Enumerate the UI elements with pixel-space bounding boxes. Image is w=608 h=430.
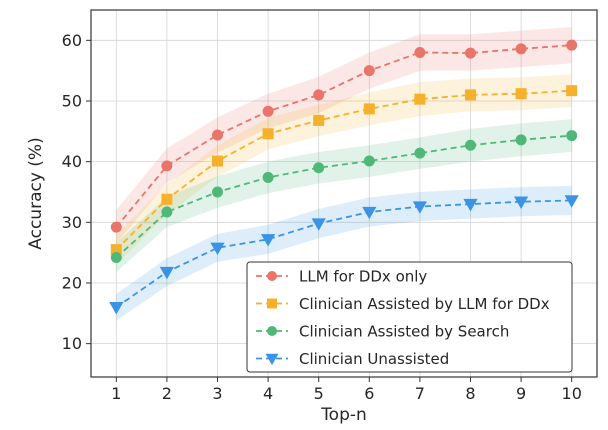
data-point-clinician-assisted-by-search: [161, 206, 173, 218]
data-point-llm-for-ddx-only: [566, 39, 578, 51]
data-point-clinician-assisted-by-llm-for-ddx: [212, 155, 223, 167]
data-point-clinician-assisted-by-search: [212, 186, 223, 198]
data-point-llm-for-ddx-only: [161, 160, 173, 172]
series-markers: [109, 39, 579, 315]
data-point-clinician-assisted-by-search: [566, 130, 578, 142]
legend-label: Clinician Assisted by Search: [299, 323, 509, 341]
legend-label: Clinician Assisted by LLM for DDx: [299, 295, 550, 313]
legend-box: [246, 261, 573, 373]
data-point-clinician-assisted-by-llm-for-ddx: [363, 103, 375, 115]
data-point-clinician-unassisted: [463, 198, 478, 212]
series-line-clinician-assisted-by-search: [115, 134, 572, 259]
data-point-clinician-unassisted: [260, 234, 276, 247]
x-tick-label: 2: [162, 384, 172, 403]
data-point-clinician-assisted-by-search: [313, 162, 325, 174]
data-point-clinician-assisted-by-search: [110, 251, 122, 263]
x-tick-label: 5: [314, 384, 324, 403]
data-point-llm-for-ddx-only: [363, 65, 375, 77]
data-point-clinician-unassisted: [513, 196, 529, 209]
data-point-clinician-assisted-by-llm-for-ddx: [161, 193, 173, 205]
data-point-clinician-assisted-by-llm-for-ddx: [465, 89, 476, 101]
data-point-clinician-assisted-by-llm-for-ddx: [515, 88, 527, 100]
x-tick-label: 3: [212, 384, 222, 403]
legend-label: Clinician Unassisted: [299, 350, 449, 368]
x-axis-label: Top-n: [320, 405, 367, 425]
data-point-clinician-assisted-by-llm-for-ddx: [262, 128, 274, 140]
y-tick-label: 60: [62, 31, 82, 50]
y-tick-label: 30: [62, 213, 82, 232]
y-tick-label: 20: [62, 273, 82, 292]
data-point-llm-for-ddx-only: [414, 46, 426, 58]
x-tick-label: 8: [465, 384, 475, 403]
data-point-clinician-unassisted: [362, 206, 377, 220]
data-point-clinician-assisted-by-search: [363, 155, 375, 167]
y-axis-label: Accuracy (%): [26, 137, 46, 249]
data-point-llm-for-ddx-only: [262, 105, 274, 117]
data-point-clinician-unassisted: [564, 195, 579, 208]
data-point-clinician-unassisted: [109, 302, 124, 315]
x-tick-label: 4: [263, 384, 273, 403]
legend-marker: [265, 353, 279, 366]
data-point-clinician-unassisted: [159, 266, 175, 280]
confidence-band-clinician-assisted-by-search: [116, 119, 572, 273]
y-tick-label: 40: [62, 152, 82, 171]
data-point-clinician-unassisted: [311, 218, 326, 231]
data-point-llm-for-ddx-only: [212, 129, 223, 141]
data-point-clinician-unassisted: [210, 242, 225, 256]
series-line-clinician-assisted-by-llm-for-ddx: [115, 89, 572, 251]
legend-label: LLM for DDx only: [299, 268, 427, 286]
x-tick-label: 9: [516, 384, 526, 403]
series-line-clinician-unassisted: [115, 199, 572, 308]
axis-ticks: 1 2 3 4 5 6 7 8 9 10 10 20 30 40 50 60: [62, 31, 582, 403]
data-point-clinician-assisted-by-llm-for-ddx: [566, 85, 578, 97]
x-tick-label: 6: [364, 384, 374, 403]
data-point-clinician-assisted-by-search: [414, 147, 426, 159]
legend: LLM for DDx only Clinician Assisted by LL…: [246, 261, 573, 373]
plot-frame: [90, 9, 598, 378]
data-point-llm-for-ddx-only: [515, 43, 527, 55]
data-point-llm-for-ddx-only: [313, 89, 325, 101]
data-point-clinician-unassisted: [412, 201, 428, 214]
data-point-clinician-assisted-by-search: [465, 139, 476, 151]
data-point-llm-for-ddx-only: [110, 221, 122, 233]
data-point-clinician-assisted-by-llm-for-ddx: [313, 114, 325, 126]
y-tick-label: 50: [62, 91, 82, 110]
legend-marker: [267, 271, 277, 281]
series-line-llm-for-ddx-only: [115, 44, 572, 228]
y-tick-label: 10: [62, 334, 82, 353]
legend-marker: [267, 326, 277, 336]
x-tick-label: 10: [562, 384, 582, 403]
data-point-clinician-assisted-by-search: [515, 134, 527, 146]
data-point-llm-for-ddx-only: [465, 47, 476, 59]
x-tick-label: 1: [111, 384, 121, 403]
x-tick-label: 7: [415, 384, 425, 403]
series-lines: [115, 44, 572, 308]
data-point-clinician-assisted-by-search: [262, 171, 274, 183]
legend-marker: [267, 298, 277, 309]
data-point-clinician-assisted-by-llm-for-ddx: [414, 93, 426, 105]
